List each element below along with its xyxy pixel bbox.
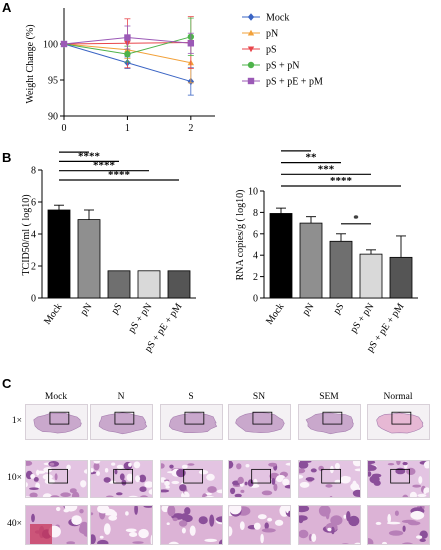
x-tick-label: pS xyxy=(109,301,124,316)
x-tick-label: Mock xyxy=(42,301,64,326)
significance-label: * xyxy=(353,213,359,225)
histology-row-label: 40× xyxy=(7,519,22,529)
histology-image xyxy=(367,505,430,545)
legend-label: pS + pN xyxy=(266,61,299,72)
bar xyxy=(359,253,383,299)
weight-series xyxy=(60,16,195,96)
legend-label: pN xyxy=(266,29,278,40)
weight-axis-label: Weight Change (%) xyxy=(25,24,36,103)
histology-image xyxy=(228,460,291,498)
rna-copies-chart: RNA copies/g ( log10) 0 2 4 6 8 10 Mock pN pS pS … xyxy=(235,150,418,354)
data-point xyxy=(187,40,195,47)
histology-image xyxy=(298,404,361,440)
legend-marker xyxy=(247,77,255,85)
panel-a-label: A xyxy=(2,0,12,15)
y-tick-label: 90 xyxy=(48,112,58,123)
bar xyxy=(77,219,101,299)
bar xyxy=(107,270,131,299)
histology-image xyxy=(228,505,291,545)
significance-label: **** xyxy=(330,175,353,187)
histology-row-label: 10× xyxy=(7,473,22,483)
legend-label: Mock xyxy=(266,13,289,24)
bar xyxy=(389,256,413,299)
histology-image xyxy=(90,404,153,440)
y-tick-label: 8 xyxy=(31,166,36,177)
x-tick-label: Mock xyxy=(264,301,286,326)
histology-image xyxy=(160,460,223,498)
weight-legend: Mock pN pS pS + pN pS + pE + pM xyxy=(242,13,323,88)
histology-grid: Mock N S SN SEM Normal 1× 10× 40× xyxy=(0,390,441,550)
y-tick-label: 100 xyxy=(43,40,58,51)
histology-image xyxy=(25,404,88,440)
x-tick-label: pN xyxy=(78,301,94,317)
significance-label: ** xyxy=(306,152,318,164)
y-tick-label: 95 xyxy=(48,76,58,87)
histology-image xyxy=(25,460,88,498)
panel-c-label: C xyxy=(2,376,12,391)
legend-marker xyxy=(247,29,255,36)
x-tick-label: 1 xyxy=(125,123,130,134)
histology-row-label: 1× xyxy=(11,416,22,426)
weight-change-chart: Weight Change (%) 90 95 100 0 1 2 Mock pN pS pS … xyxy=(25,8,323,134)
legend-marker xyxy=(247,61,255,69)
histology-column-label: SEM xyxy=(319,392,339,402)
legend-marker xyxy=(247,46,255,53)
bar xyxy=(299,222,323,299)
histology-image xyxy=(228,404,291,440)
rna-axis-label: RNA copies/g ( log10) xyxy=(235,190,246,281)
y-tick-label: 0 xyxy=(31,294,36,305)
legend-label: pS + pE + pM xyxy=(266,77,323,88)
legend-label: pS xyxy=(266,45,277,56)
weight-axes: 90 95 100 0 1 2 xyxy=(43,8,215,134)
bar xyxy=(167,270,191,299)
significance-label: **** xyxy=(78,150,101,162)
legend-marker xyxy=(247,13,255,21)
x-tick-label: pS + pN xyxy=(126,301,154,335)
histology-image xyxy=(90,460,153,498)
x-tick-label: pS + pN xyxy=(348,301,376,335)
y-tick-label: 4 xyxy=(253,251,258,262)
significance-label: **** xyxy=(93,160,116,172)
data-point xyxy=(124,34,131,41)
bar xyxy=(329,240,353,299)
histology-image xyxy=(367,404,430,440)
y-tick-label: 10 xyxy=(248,187,258,198)
histology-column-label: N xyxy=(117,392,125,402)
histology-column-label: SN xyxy=(252,392,266,402)
y-tick-label: 6 xyxy=(253,229,258,240)
histology-image xyxy=(160,404,223,440)
significance-label: ns xyxy=(293,150,299,151)
significance-label: **** xyxy=(108,169,131,181)
y-tick-label: 2 xyxy=(253,272,258,283)
x-tick-label: pS xyxy=(331,301,346,316)
histology-column-label: S xyxy=(188,392,194,402)
histology-column-label: Mock xyxy=(44,392,68,402)
panel-b-label: B xyxy=(2,150,12,165)
data-point xyxy=(60,40,68,48)
y-tick-label: 2 xyxy=(31,262,36,273)
tcid50-axis-label: TCID50/ml ( log10) xyxy=(21,194,32,275)
histology-image xyxy=(160,505,223,545)
bar xyxy=(47,209,71,299)
y-tick-label: 0 xyxy=(253,294,258,305)
significance-label: *** xyxy=(318,163,335,175)
y-tick-label: 6 xyxy=(31,198,36,209)
histology-image xyxy=(298,505,361,545)
significance-label: ns xyxy=(71,150,77,152)
x-tick-label: 0 xyxy=(62,123,67,134)
bar xyxy=(137,270,161,299)
y-tick-label: 4 xyxy=(31,230,36,241)
histology-column-label: Normal xyxy=(383,392,413,402)
histology-image xyxy=(367,460,430,498)
y-tick-label: 8 xyxy=(253,208,258,219)
x-tick-label: 2 xyxy=(188,123,193,134)
histology-image xyxy=(298,460,361,498)
histology-image xyxy=(90,505,153,545)
bar xyxy=(269,213,293,299)
x-tick-label: pN xyxy=(300,301,316,317)
histology-image xyxy=(25,505,88,545)
data-point xyxy=(124,50,131,58)
